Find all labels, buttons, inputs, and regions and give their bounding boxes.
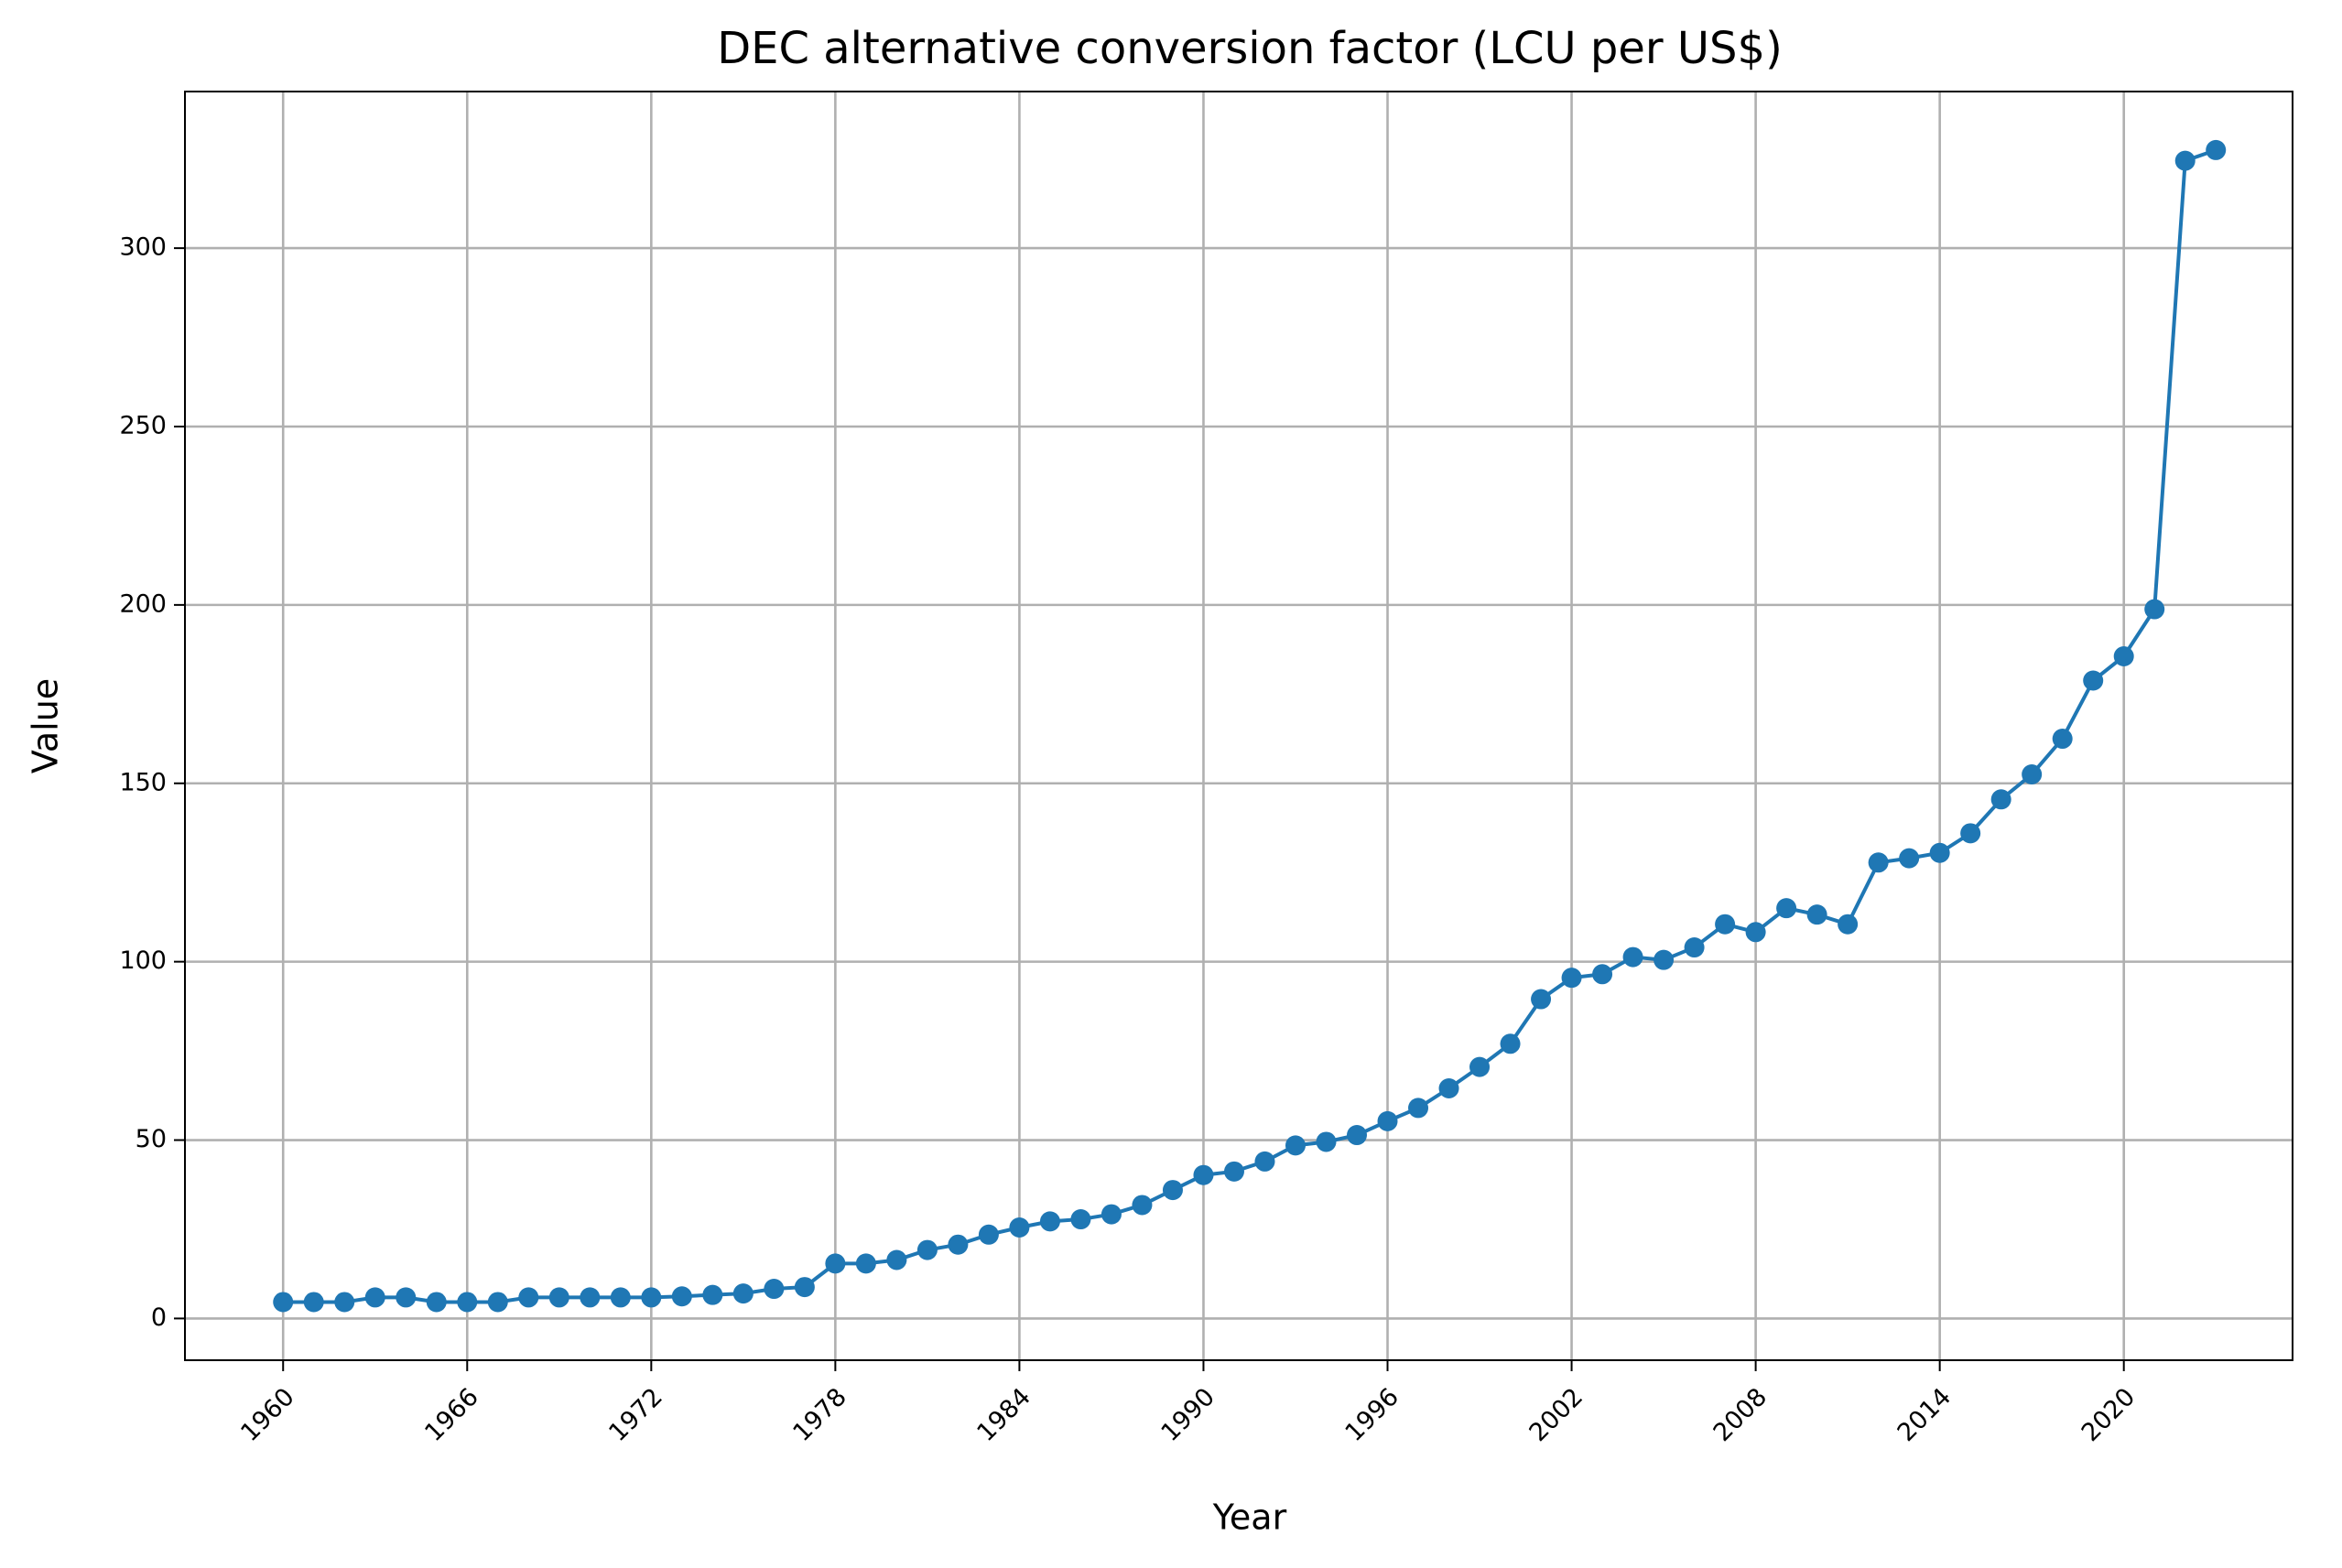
data-point	[1223, 1161, 1244, 1182]
data-point	[334, 1292, 355, 1313]
data-point	[1469, 1056, 1491, 1077]
data-point	[1009, 1217, 1030, 1238]
x-tick-label: 1978	[787, 1383, 852, 1448]
data-point	[1438, 1078, 1459, 1098]
x-tick-label: 1966	[419, 1383, 484, 1448]
data-point	[1684, 937, 1705, 958]
data-point	[732, 1283, 754, 1304]
y-tick-label: 250	[119, 411, 167, 439]
y-tick-label: 0	[151, 1303, 167, 1332]
data-point	[1929, 842, 1950, 863]
data-point	[1715, 914, 1736, 935]
data-point	[1899, 848, 1920, 869]
chart-title: DEC alternative conversion factor (LCU p…	[717, 23, 1783, 74]
data-point	[1531, 989, 1552, 1010]
data-point	[1960, 823, 1981, 844]
data-point	[916, 1239, 938, 1260]
y-tick-label: 150	[119, 768, 167, 796]
data-point	[303, 1292, 324, 1313]
data-point	[978, 1224, 999, 1245]
y-tick-label: 50	[136, 1125, 167, 1153]
data-point	[2083, 670, 2104, 691]
x-axis-label: Year	[1212, 1498, 1287, 1538]
plot-frame	[184, 91, 2293, 1361]
x-tick-label: 1990	[1155, 1383, 1220, 1448]
y-tick-label: 300	[119, 233, 167, 262]
data-point	[1347, 1125, 1368, 1146]
data-point	[1622, 946, 1643, 968]
data-point	[548, 1287, 569, 1308]
data-point	[1561, 968, 1582, 989]
data-point	[518, 1287, 539, 1308]
data-line	[283, 148, 2217, 1304]
data-point	[1653, 949, 1675, 970]
data-point	[1592, 964, 1613, 985]
data-point	[1285, 1135, 1306, 1156]
data-point	[2113, 645, 2134, 666]
data-point	[1101, 1204, 1122, 1225]
data-point	[641, 1287, 662, 1308]
data-point	[1316, 1131, 1337, 1152]
y-axis-label: Value	[26, 678, 66, 773]
data-point	[2052, 729, 2073, 750]
data-point	[457, 1292, 478, 1313]
data-point	[396, 1287, 417, 1308]
y-tick-label: 100	[119, 946, 167, 975]
x-tick-label: 2002	[1524, 1383, 1589, 1448]
x-tick-label: 2020	[2076, 1383, 2141, 1448]
data-point	[580, 1287, 601, 1308]
data-point	[1377, 1110, 1398, 1131]
x-tick-label: 2008	[1708, 1383, 1773, 1448]
data-point	[794, 1277, 815, 1298]
data-point	[2174, 150, 2196, 171]
data-point	[273, 1292, 294, 1313]
data-point	[1990, 789, 2011, 810]
data-point	[825, 1253, 846, 1274]
data-point	[886, 1249, 907, 1271]
data-point	[948, 1234, 969, 1255]
data-point	[1868, 852, 1889, 873]
data-point	[2206, 139, 2227, 160]
data-point	[1776, 898, 1797, 919]
data-point	[1806, 904, 1827, 925]
x-tick-label: 2014	[1892, 1383, 1957, 1448]
data-point	[1500, 1033, 1521, 1054]
data-point	[1254, 1151, 1275, 1172]
data-point	[1745, 922, 1766, 943]
data-point	[2144, 599, 2165, 620]
data-point	[1838, 914, 1859, 935]
data-point	[2022, 764, 2043, 785]
data-point	[764, 1279, 785, 1300]
x-tick-label: 1996	[1340, 1383, 1405, 1448]
data-point	[702, 1284, 723, 1305]
x-tick-label: 1984	[971, 1383, 1036, 1448]
data-point	[426, 1292, 447, 1313]
data-point	[1408, 1098, 1429, 1119]
data-point	[364, 1287, 385, 1308]
data-point	[855, 1253, 876, 1274]
data-point	[1039, 1211, 1060, 1232]
y-tick-label: 200	[119, 589, 167, 618]
data-point	[1070, 1209, 1091, 1230]
data-point	[671, 1286, 692, 1307]
data-point	[1132, 1195, 1153, 1216]
data-point	[610, 1287, 631, 1308]
data-point	[1193, 1164, 1214, 1185]
data-point	[487, 1292, 508, 1313]
data-point	[1162, 1180, 1183, 1201]
x-tick-label: 1972	[603, 1383, 668, 1448]
x-tick-label: 1960	[235, 1383, 300, 1448]
